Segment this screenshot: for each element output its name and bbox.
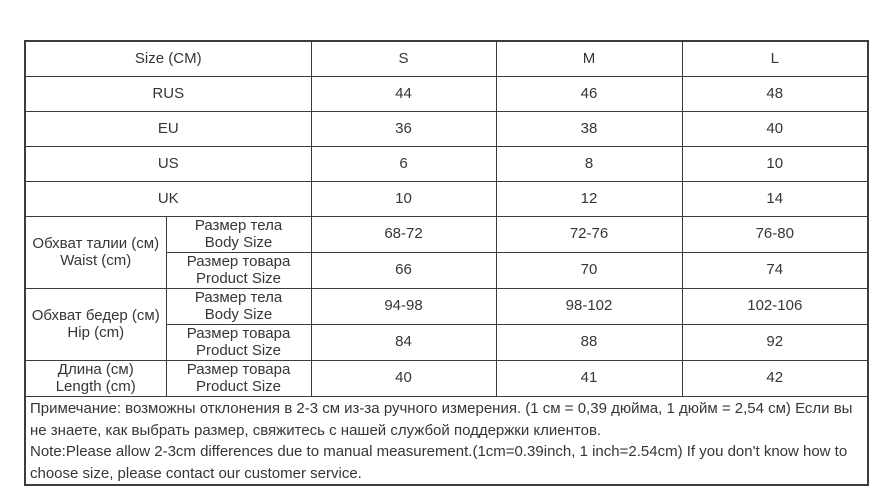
measure-label-length-ru: Длина (см): [57, 360, 134, 378]
table-row-hip-body: Обхват бедер (см) Hip (cm) Размер тела B…: [24, 288, 869, 361]
cell-us-l: 10: [681, 146, 869, 182]
measure-label-hip-en: Hip (cm): [67, 323, 125, 341]
cell-waist-product-l: 74: [681, 252, 869, 289]
cell-length-l: 42: [681, 360, 869, 397]
cell-waist-product-m: 70: [495, 252, 683, 289]
measure-label-hip-ru: Обхват бедер (см): [31, 306, 160, 324]
table-row-waist-product: Размер товара Product Size 66 70 74: [25, 252, 869, 289]
cell-hip-product-l: 92: [681, 324, 869, 361]
table-row-rus: RUS 44 46 48: [24, 76, 869, 112]
cell-rus-m: 46: [495, 76, 683, 112]
cell-waist-body-s: 68-72: [310, 216, 497, 253]
measure-label-hip: Обхват бедер (см) Hip (cm): [24, 288, 167, 361]
type-label-en: Product Size: [195, 269, 282, 287]
cell-uk-m: 12: [495, 181, 683, 217]
measure-label-waist: Обхват талии (см) Waist (cm): [24, 216, 167, 289]
type-label-ru: Размер товара: [186, 252, 291, 270]
cell-rus-l: 48: [681, 76, 869, 112]
cell-length-s: 40: [310, 360, 497, 397]
cell-hip-body-l: 102-106: [681, 288, 869, 325]
cell-size-l: L: [681, 40, 869, 77]
cell-uk-s: 10: [310, 181, 497, 217]
cell-size-m: M: [495, 40, 683, 77]
table-row-size: Size (CM) S M L: [24, 40, 869, 77]
type-label-waist-body: Размер тела Body Size: [165, 216, 312, 253]
type-label-en: Body Size: [204, 233, 273, 251]
measure-label-length: Длина (см) Length (cm): [24, 360, 167, 397]
table-row-hip-product: Размер товара Product Size 84 88 92: [25, 324, 869, 361]
note-row: Примечание: возможны отклонения в 2-3 см…: [24, 396, 869, 486]
type-label-ru: Размер товара: [186, 324, 291, 342]
cell-waist-product-s: 66: [310, 252, 497, 289]
type-label-ru: Размер товара: [186, 360, 291, 378]
cell-hip-body-m: 98-102: [495, 288, 683, 325]
row-label-size-cm: Size (CM): [24, 40, 312, 77]
note-cell: Примечание: возможны отклонения в 2-3 см…: [24, 396, 869, 486]
type-label-hip-body: Размер тела Body Size: [165, 288, 312, 325]
table-row-uk: UK 10 12 14: [24, 181, 869, 217]
type-label-ru: Размер тела: [194, 216, 283, 234]
type-label-en: Product Size: [195, 377, 282, 395]
row-label-rus: RUS: [24, 76, 312, 112]
cell-eu-l: 40: [681, 111, 869, 147]
cell-waist-body-l: 76-80: [681, 216, 869, 253]
type-label-ru: Размер тела: [194, 288, 283, 306]
note-text-en: Note:Please allow 2-3cm differences due …: [30, 443, 848, 482]
cell-size-s: S: [310, 40, 497, 77]
measure-label-waist-en: Waist (cm): [60, 251, 132, 269]
cell-length-m: 41: [495, 360, 683, 397]
cell-waist-body-m: 72-76: [495, 216, 683, 253]
table-row-eu: EU 36 38 40: [24, 111, 869, 147]
size-chart-table: Size (CM) S M L RUS 44 46 48 EU 36 38 40: [24, 40, 870, 486]
row-label-us: US: [24, 146, 312, 182]
type-label-en: Product Size: [195, 341, 282, 359]
table-row-waist-body: Обхват талии (см) Waist (cm) Размер тела…: [24, 216, 869, 289]
cell-hip-product-m: 88: [495, 324, 683, 361]
cell-eu-s: 36: [310, 111, 497, 147]
cell-hip-product-s: 84: [310, 324, 497, 361]
measure-label-length-en: Length (cm): [55, 377, 136, 395]
table-row-length: Длина (см) Length (cm) Размер товара Pro…: [24, 360, 869, 397]
cell-eu-m: 38: [495, 111, 683, 147]
row-label-uk: UK: [24, 181, 312, 217]
size-chart-container: Size (CM) S M L RUS 44 46 48 EU 36 38 40: [24, 40, 870, 486]
type-label-length-product: Размер товара Product Size: [165, 360, 312, 397]
cell-uk-l: 14: [681, 181, 869, 217]
cell-hip-body-s: 94-98: [310, 288, 497, 325]
note-text-ru: Примечание: возможны отклонения в 2-3 см…: [30, 400, 853, 439]
row-label-eu: EU: [24, 111, 312, 147]
type-label-hip-product: Размер товара Product Size: [165, 324, 312, 361]
cell-us-s: 6: [310, 146, 497, 182]
type-label-waist-product: Размер товара Product Size: [165, 252, 312, 289]
type-label-en: Body Size: [204, 305, 273, 323]
cell-rus-s: 44: [310, 76, 497, 112]
measure-label-waist-ru: Обхват талии (см): [32, 234, 160, 252]
table-row-us: US 6 8 10: [24, 146, 869, 182]
cell-us-m: 8: [495, 146, 683, 182]
